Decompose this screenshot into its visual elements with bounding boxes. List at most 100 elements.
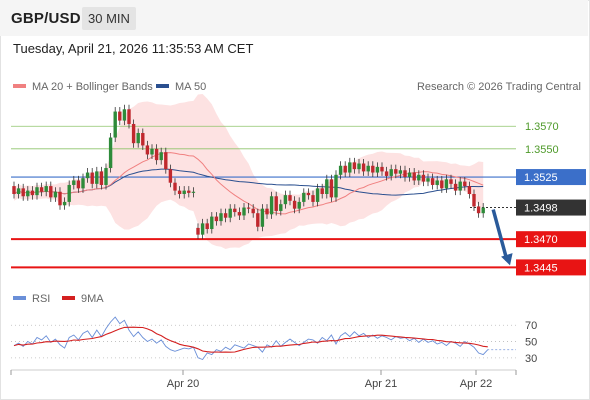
ma50-legend-label: MA 50: [175, 81, 206, 93]
candle-body: [104, 168, 108, 185]
timeframe-badge[interactable]: 30 MIN: [82, 7, 136, 30]
candle-body: [90, 172, 94, 184]
candle-body: [12, 186, 16, 194]
candle-body: [412, 172, 416, 181]
candle-body: [168, 169, 173, 183]
candle-body: [159, 152, 163, 161]
rsi-tick-50: 50: [525, 337, 537, 349]
ma50-legend-swatch: [156, 84, 169, 88]
candle-body: [463, 181, 467, 187]
time-tick-label: Apr 20: [167, 378, 199, 390]
candle-body: [173, 182, 177, 191]
candle-body: [219, 213, 223, 222]
candle-body: [421, 174, 426, 182]
level-label-1.3445: 1.3445: [524, 262, 558, 274]
candle-body: [274, 196, 278, 211]
candle-body: [150, 148, 154, 155]
candle-body: [435, 180, 439, 185]
candle-body: [233, 208, 237, 213]
rsi-ma-line: [13, 326, 488, 353]
candle-body: [237, 212, 242, 216]
candle-body: [302, 192, 306, 202]
candle-body: [444, 179, 449, 189]
candle-body: [361, 163, 366, 172]
candle-body: [200, 223, 205, 235]
candle-body: [269, 196, 274, 215]
candle-body: [343, 165, 347, 173]
candle-body: [279, 204, 283, 211]
candle-body: [315, 188, 320, 202]
forecast-arrow-head: [501, 253, 513, 266]
ma-bb-legend-swatch: [13, 84, 26, 88]
candle-body: [205, 223, 209, 230]
candle-body: [288, 195, 292, 201]
candle-body: [187, 190, 191, 193]
candle-body: [389, 169, 393, 176]
chart-datetime: Tuesday, April 21, 2026 11:35:53 AM CET: [13, 41, 254, 56]
candle-body: [191, 191, 196, 193]
candle-body: [210, 216, 214, 230]
bollinger-band: [14, 94, 484, 249]
candle-body: [67, 184, 71, 202]
candle-body: [352, 162, 357, 170]
candle-body: [329, 179, 334, 198]
rsi-line: [13, 316, 489, 361]
candle-body: [417, 174, 421, 181]
candle-body: [394, 169, 398, 174]
chart-header: GBP/USD 30 MIN: [0, 0, 588, 36]
candle-body: [348, 162, 352, 173]
rsi-legend-label: RSI: [32, 293, 50, 305]
candle-body: [122, 109, 127, 121]
candle-body: [311, 195, 315, 202]
candle-body: [228, 208, 232, 218]
candle-body: [403, 170, 407, 178]
candle-body: [481, 207, 485, 214]
candle-body: [476, 206, 481, 214]
rsi-ma-legend-label: 9MA: [81, 293, 104, 305]
candle-body: [72, 180, 76, 185]
candle-body: [453, 183, 458, 191]
level-labels-layer: 1.3570 1.3550 1.3525 1.3498 1.3470 1.3445: [516, 121, 586, 276]
candle-body: [85, 172, 90, 179]
candle-body: [30, 190, 35, 196]
candle-body: [357, 163, 361, 170]
candle-body: [196, 227, 200, 235]
candle-body: [16, 188, 21, 194]
candle-body: [182, 190, 186, 194]
candle-body: [242, 207, 246, 216]
candle-body: [164, 152, 168, 170]
time-tick-label: Apr 21: [365, 378, 397, 390]
level-label-1.3498: 1.3498: [524, 203, 558, 215]
rsi-legend-swatch: [13, 296, 26, 300]
ma-bb-legend-label: MA 20 + Bollinger Bands: [32, 81, 153, 93]
candle-body: [458, 181, 462, 191]
candle-body: [39, 187, 44, 192]
forecast-arrow-layer: [491, 209, 513, 266]
candle-body: [223, 213, 228, 218]
bollinger-band-layer: [14, 94, 484, 249]
candle-body: [292, 200, 297, 209]
candle-body: [154, 148, 159, 161]
candle-body: [251, 208, 255, 214]
candle-body: [325, 179, 329, 194]
candle-body: [440, 180, 444, 189]
level-tag-1.3470: [516, 231, 586, 248]
candle-body: [53, 191, 58, 198]
candle-body: [426, 178, 430, 182]
candle-body: [21, 188, 25, 197]
candle-body: [260, 208, 265, 227]
candle-body: [81, 178, 85, 189]
candle-body: [467, 186, 472, 194]
rsi-panel: 70 50 30: [11, 316, 537, 365]
candle-body: [131, 123, 136, 144]
time-axis: Apr 20 Apr 21 Apr 22: [10, 369, 517, 390]
level-tag-1.3498: [516, 199, 586, 216]
candle-body: [113, 111, 117, 138]
candle-body: [380, 166, 384, 172]
candle-body: [320, 188, 324, 194]
candle-body: [44, 186, 48, 192]
rsi-tick-70: 70: [525, 320, 537, 332]
symbol-title: GBP/USD: [11, 10, 81, 27]
level-tag-1.3445: [516, 259, 586, 276]
